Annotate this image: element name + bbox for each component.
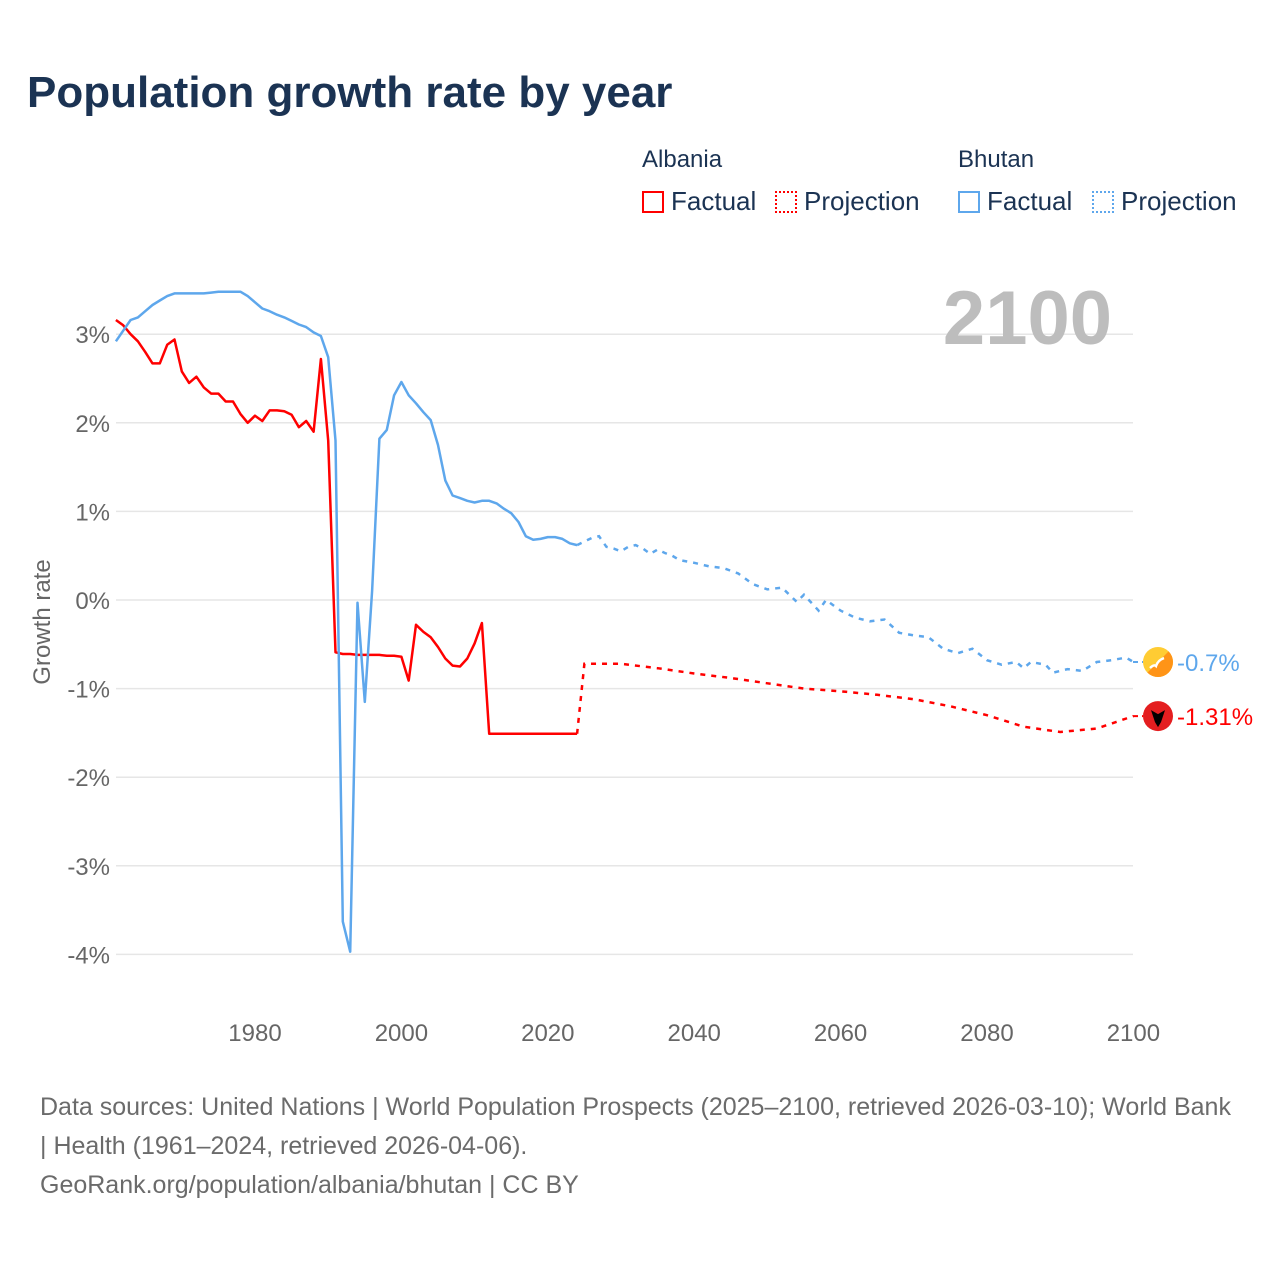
legend-label: Factual	[987, 186, 1073, 216]
y-tick-label: -3%	[67, 854, 110, 881]
x-tick-label: 2000	[375, 1020, 428, 1047]
legend-swatch	[642, 190, 664, 213]
x-tick-label: 2020	[521, 1020, 574, 1047]
bhutan-factual-line	[114, 290, 578, 953]
x-tick-label: 2100	[1107, 1020, 1160, 1047]
current-year-label: 2100	[942, 276, 1112, 361]
bhutan-projection-line	[576, 534, 1135, 675]
credit-link[interactable]: GeoRank.org/population/albania/bhutan | …	[40, 1171, 579, 1199]
footer: Data sources: United Nations | World Pop…	[40, 1088, 1240, 1205]
y-tick-label: -2%	[67, 765, 110, 792]
y-axis-label: Growth rate	[29, 559, 56, 684]
legend-bhutan-projection[interactable]: Projection	[1092, 186, 1237, 217]
legend-swatch	[958, 190, 980, 213]
bhutan-flag-half	[1147, 651, 1173, 677]
y-tick-label: -4%	[67, 942, 110, 969]
legend-label: Projection	[804, 186, 920, 216]
y-tick-label: 0%	[75, 588, 110, 615]
legend-swatch	[775, 190, 797, 213]
albania-factual-line	[115, 318, 578, 736]
data-sources: Data sources: United Nations | World Pop…	[40, 1093, 1231, 1160]
y-tick-label: 1%	[75, 499, 110, 526]
albania-projection-line	[575, 662, 1134, 734]
chart-title: Population growth rate by year	[27, 68, 673, 117]
legend-albania-projection[interactable]: Projection	[775, 186, 920, 217]
legend-swatch	[1092, 190, 1114, 213]
albania-end-value-label: -1.31%	[1177, 704, 1253, 731]
dragon-icon	[1149, 656, 1165, 669]
y-tick-label: 2%	[75, 411, 110, 438]
x-tick-label: 2040	[668, 1020, 721, 1047]
y-tick-label: -1%	[67, 677, 110, 704]
x-tick-label: 2080	[960, 1020, 1013, 1047]
x-tick-label: 1980	[228, 1020, 281, 1047]
x-tick-label: 2060	[814, 1020, 867, 1047]
bhutan-end-value-label: -0.7%	[1177, 650, 1240, 677]
legend-label: Factual	[671, 186, 757, 216]
y-tick-label: 3%	[75, 322, 110, 349]
legend-group-bhutan: Bhutan	[958, 146, 1035, 173]
legend-group-albania: Albania	[642, 146, 723, 173]
eagle-icon	[1151, 710, 1165, 728]
legend-albania-factual[interactable]: Factual	[642, 186, 756, 217]
legend-label: Projection	[1121, 186, 1237, 216]
legend-bhutan-factual[interactable]: Factual	[958, 186, 1072, 217]
